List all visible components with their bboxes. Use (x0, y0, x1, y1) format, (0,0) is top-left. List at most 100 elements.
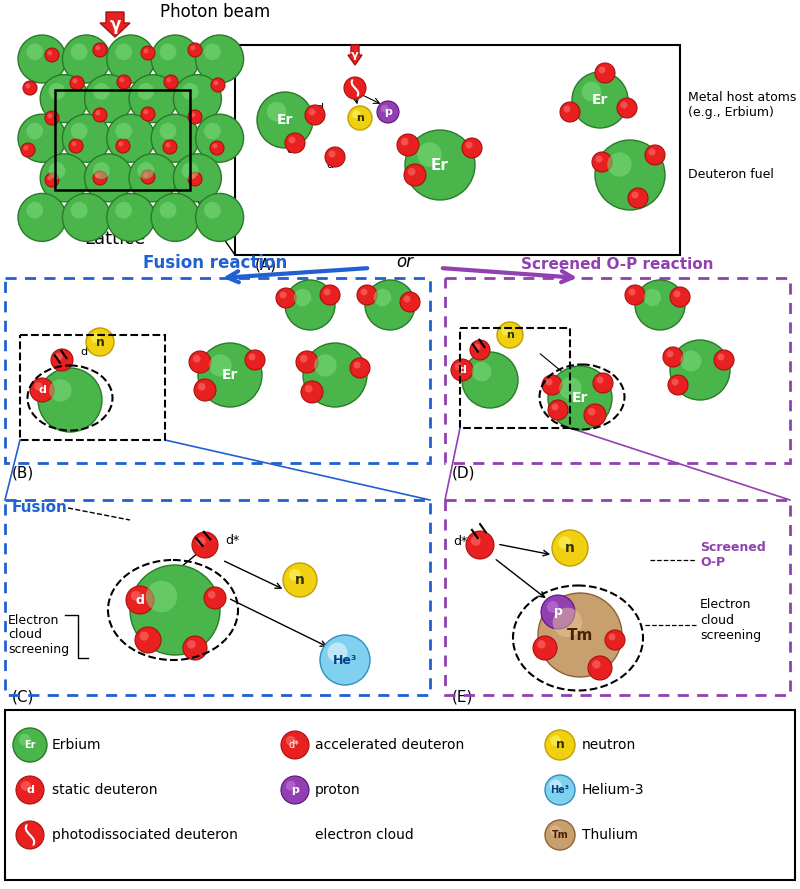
Circle shape (198, 383, 206, 390)
Text: static deuteron: static deuteron (52, 783, 158, 797)
Circle shape (550, 735, 561, 746)
Circle shape (455, 363, 462, 371)
Circle shape (305, 385, 313, 393)
Circle shape (151, 194, 199, 242)
Bar (5, 710, 795, 880)
Circle shape (95, 173, 100, 179)
Text: (E): (E) (452, 690, 474, 705)
Circle shape (26, 123, 43, 140)
Circle shape (130, 565, 220, 655)
Text: n: n (506, 330, 514, 340)
Circle shape (605, 630, 625, 650)
Circle shape (95, 110, 100, 116)
Circle shape (182, 162, 198, 179)
Text: γ: γ (110, 16, 121, 34)
Circle shape (718, 354, 725, 361)
Text: Er: Er (222, 368, 238, 382)
Circle shape (597, 377, 603, 383)
Circle shape (294, 289, 311, 306)
Circle shape (188, 43, 202, 57)
Circle shape (301, 381, 323, 403)
Circle shape (49, 83, 66, 100)
Circle shape (541, 595, 575, 629)
Circle shape (325, 147, 345, 167)
Circle shape (350, 358, 370, 378)
Circle shape (681, 350, 702, 372)
Circle shape (607, 152, 632, 177)
Circle shape (644, 289, 662, 306)
Circle shape (49, 162, 66, 179)
Circle shape (16, 776, 44, 804)
Circle shape (86, 328, 114, 356)
Text: d: d (286, 145, 294, 155)
Text: n: n (565, 541, 575, 555)
Circle shape (71, 123, 88, 140)
Circle shape (408, 168, 415, 175)
Circle shape (182, 83, 198, 100)
Text: Er: Er (431, 157, 449, 172)
Circle shape (289, 137, 295, 143)
Circle shape (303, 343, 367, 407)
Circle shape (50, 380, 72, 402)
Circle shape (204, 44, 221, 60)
Circle shape (595, 156, 602, 163)
Circle shape (26, 202, 43, 219)
Text: Photon beam: Photon beam (160, 3, 270, 21)
Text: p: p (384, 107, 392, 117)
Circle shape (40, 154, 88, 202)
Text: Thulium: Thulium (582, 828, 638, 842)
Circle shape (93, 162, 110, 179)
Circle shape (625, 285, 645, 305)
Circle shape (21, 781, 30, 790)
Text: n: n (295, 573, 305, 587)
Circle shape (401, 138, 409, 146)
Circle shape (192, 532, 218, 558)
Circle shape (85, 75, 133, 123)
Circle shape (118, 141, 123, 147)
Circle shape (289, 569, 301, 581)
Circle shape (45, 173, 59, 187)
Circle shape (163, 140, 177, 154)
Circle shape (190, 45, 195, 51)
Text: or: or (397, 253, 414, 271)
Circle shape (502, 326, 510, 336)
Circle shape (115, 44, 132, 60)
Circle shape (18, 114, 66, 162)
Text: (D): (D) (452, 465, 475, 480)
Circle shape (141, 107, 155, 121)
Bar (55, 90, 190, 190)
Circle shape (281, 776, 309, 804)
Circle shape (30, 378, 54, 402)
Circle shape (547, 601, 559, 613)
Circle shape (18, 194, 66, 242)
Circle shape (537, 640, 546, 649)
Circle shape (628, 188, 648, 208)
Circle shape (551, 404, 558, 411)
Circle shape (187, 640, 196, 649)
Circle shape (47, 175, 52, 180)
Circle shape (497, 322, 523, 348)
Circle shape (320, 285, 340, 305)
Circle shape (204, 202, 221, 219)
Text: d: d (26, 785, 34, 795)
Circle shape (344, 77, 366, 99)
Circle shape (189, 351, 211, 373)
Circle shape (115, 123, 132, 140)
Circle shape (320, 635, 370, 685)
Circle shape (47, 51, 52, 55)
Circle shape (174, 75, 222, 123)
Circle shape (93, 83, 110, 100)
Circle shape (323, 289, 330, 295)
Circle shape (126, 586, 154, 614)
Circle shape (16, 821, 44, 849)
Circle shape (138, 162, 154, 179)
Circle shape (26, 44, 43, 60)
Text: (B): (B) (12, 465, 34, 480)
Circle shape (545, 775, 575, 805)
Circle shape (668, 375, 688, 395)
Text: Lattice: Lattice (84, 230, 146, 248)
Circle shape (129, 154, 177, 202)
Circle shape (595, 63, 615, 83)
Circle shape (592, 152, 612, 172)
Circle shape (645, 145, 665, 165)
